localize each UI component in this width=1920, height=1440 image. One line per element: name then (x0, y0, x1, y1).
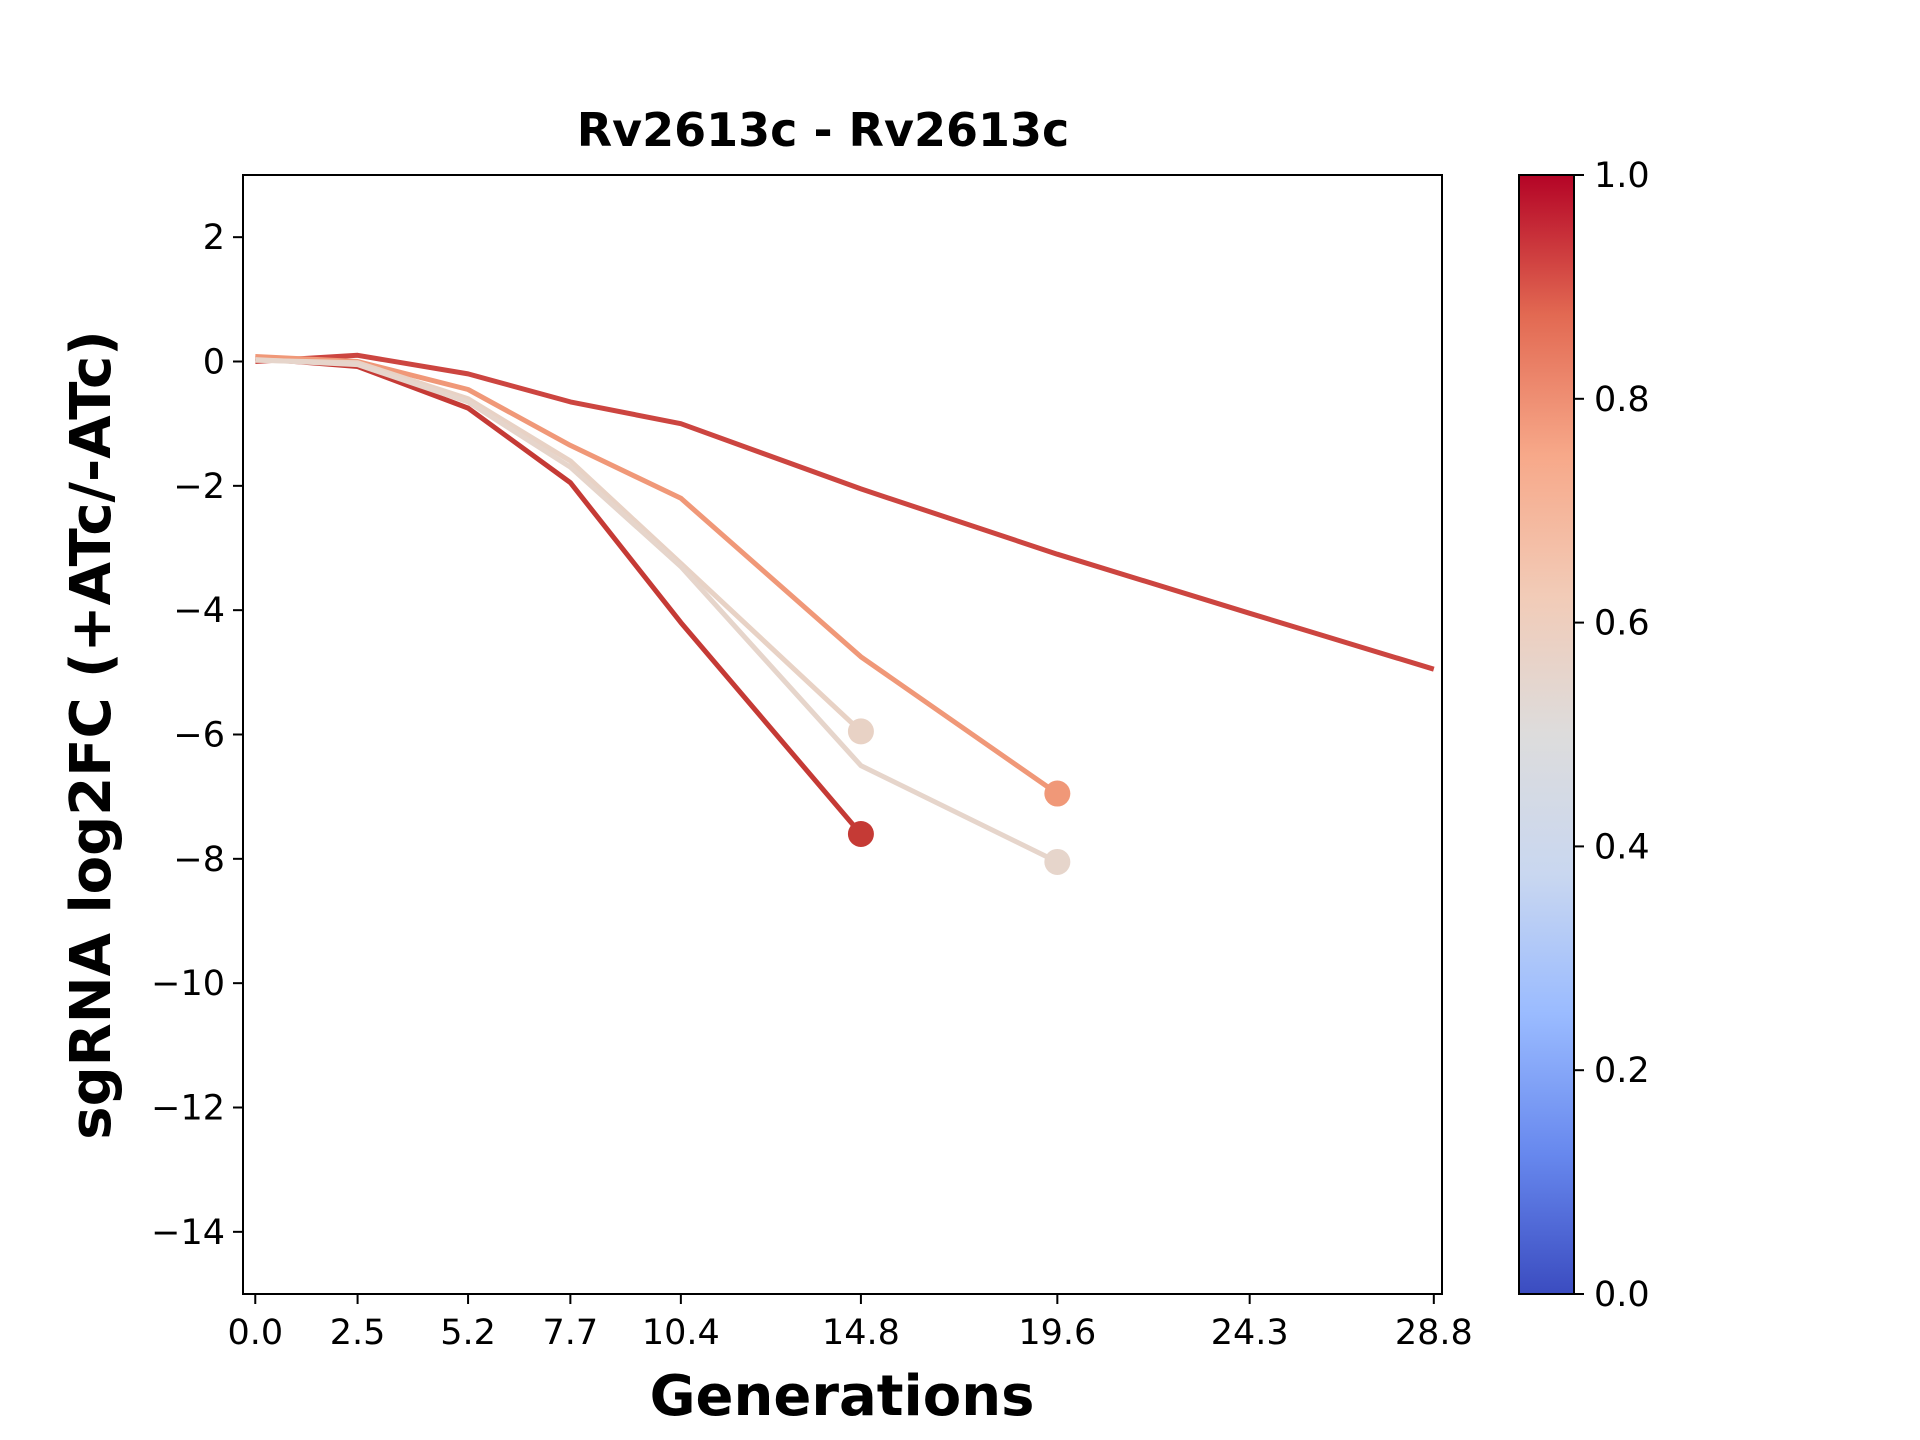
colorbar-tick-label: 1.0 (1594, 156, 1650, 196)
x-axis: 0.0 2.5 5.2 7.7 10.4 14.8 19.6 24.3 28.8 (227, 1294, 1473, 1353)
y-tick-label: −10 (151, 964, 225, 1004)
y-tick-label: −12 (151, 1089, 225, 1129)
x-tick-label: 28.8 (1395, 1313, 1473, 1353)
y-tick-label: −2 (173, 467, 225, 507)
y-tick-label: −8 (173, 840, 225, 880)
series-line-5 (255, 357, 1059, 865)
y-axis-label: sgRNA log2FC (+ATc/-ATc) (59, 330, 124, 1140)
x-tick-label: 19.6 (1018, 1313, 1096, 1353)
series-end-point-2 (847, 820, 874, 847)
x-axis-label: Generations (650, 1364, 1035, 1429)
x-tick-label: 0.0 (227, 1313, 283, 1353)
colorbar-axis: 0.0 0.2 0.4 0.6 0.8 1.0 (1574, 156, 1650, 1315)
y-tick-label: −4 (173, 591, 225, 631)
colorbar-tick-label: 0.8 (1594, 380, 1650, 420)
series-end-point-3 (1044, 780, 1071, 807)
colorbar (1518, 174, 1575, 1295)
y-tick-label: 2 (203, 218, 225, 258)
x-tick-label: 5.2 (440, 1313, 496, 1353)
series-line-2 (255, 355, 863, 836)
series-layer (255, 352, 1435, 875)
x-tick-label: 14.8 (822, 1313, 900, 1353)
series-line-4 (255, 357, 863, 734)
y-tick-label: −6 (173, 716, 225, 756)
x-tick-label: 2.5 (330, 1313, 386, 1353)
series-line-3 (255, 354, 1059, 796)
x-tick-label: 24.3 (1211, 1313, 1289, 1353)
x-tick-label: 7.7 (543, 1313, 599, 1353)
plot-frame (242, 174, 1443, 1295)
series-line-1 (255, 352, 1435, 672)
y-tick-label: −14 (151, 1213, 225, 1253)
chart-title: Rv2613c - Rv2613c (577, 103, 1070, 157)
x-tick-label: 10.4 (642, 1313, 720, 1353)
colorbar-tick-label: 0.0 (1594, 1275, 1650, 1315)
colorbar-tick-label: 0.4 (1594, 827, 1650, 867)
series-end-point-4 (847, 718, 874, 745)
series-end-point-5 (1044, 848, 1071, 875)
y-tick-label: 0 (203, 343, 225, 383)
colorbar-tick-label: 0.2 (1594, 1051, 1650, 1091)
y-axis: 2 0 −2 −4 −6 −8 −10 −12 −14 (151, 218, 243, 1253)
colorbar-tick-label: 0.6 (1594, 604, 1650, 644)
